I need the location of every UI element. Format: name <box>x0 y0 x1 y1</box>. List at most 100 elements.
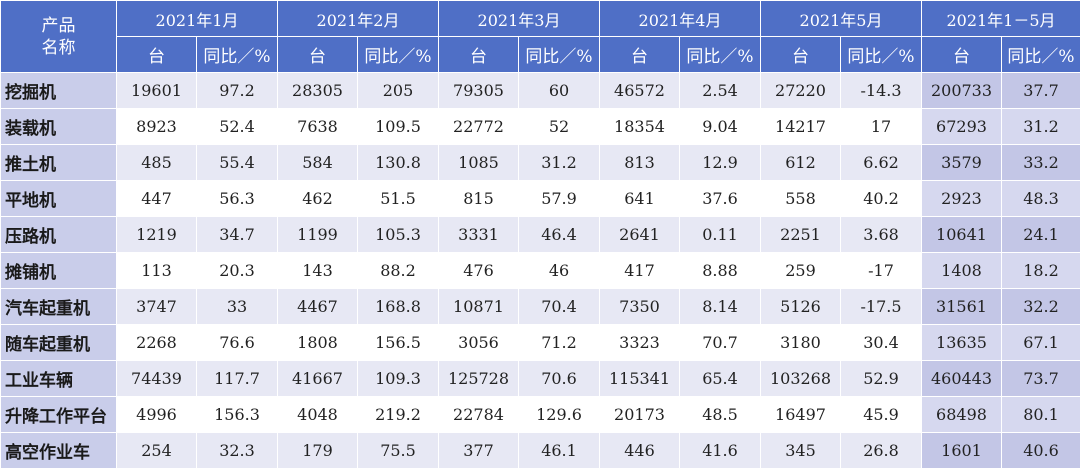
units-cell: 5126 <box>760 288 841 325</box>
units-cell: 2641 <box>599 216 680 253</box>
yoy-cell: 57.9 <box>518 180 600 217</box>
yoy-cell: 9.04 <box>679 108 761 145</box>
units-cell: 19601 <box>116 72 197 109</box>
yoy-cell: 73.7 <box>1001 360 1080 397</box>
yoy-cell: 30.4 <box>840 324 922 361</box>
product-name: 挖掘机 <box>0 72 117 109</box>
units-cell: 125728 <box>438 360 519 397</box>
yoy-cell: 40.2 <box>840 180 922 217</box>
units-cell: 460443 <box>921 360 1002 397</box>
product-name: 摊铺机 <box>0 252 117 289</box>
yoy-cell: 2.54 <box>679 72 761 109</box>
table-row: 随车起重机 2268 76.6 1808 156.5 3056 71.2 3323 70.7 31… <box>0 324 1080 361</box>
units-cell: 447 <box>116 180 197 217</box>
corner-line-2: 名称 <box>41 37 76 58</box>
product-name: 汽车起重机 <box>0 288 117 325</box>
units-cell: 74439 <box>116 360 197 397</box>
units-cell: 22784 <box>438 396 519 433</box>
yoy-cell: 17 <box>840 108 922 145</box>
units-cell: 10871 <box>438 288 519 325</box>
units-cell: 2251 <box>760 216 841 253</box>
yoy-cell: 37.7 <box>1001 72 1080 109</box>
units-cell: 345 <box>760 432 841 469</box>
table-row: 平地机 447 56.3 462 51.5 815 57.9 641 37.6 558 40.2 29… <box>0 180 1080 217</box>
yoy-cell: 52 <box>518 108 600 145</box>
units-cell: 3056 <box>438 324 519 361</box>
yoy-cell: 32.3 <box>196 432 278 469</box>
product-name: 工业车辆 <box>0 360 117 397</box>
units-cell: 641 <box>599 180 680 217</box>
units-header: 台 <box>921 36 1002 73</box>
yoy-cell: 45.9 <box>840 396 922 433</box>
yoy-cell: 88.2 <box>357 252 439 289</box>
units-cell: 1808 <box>277 324 358 361</box>
yoy-cell: 8.14 <box>679 288 761 325</box>
units-cell: 41667 <box>277 360 358 397</box>
units-cell: 476 <box>438 252 519 289</box>
yoy-cell: 32.2 <box>1001 288 1080 325</box>
yoy-cell: 8.88 <box>679 252 761 289</box>
yoy-cell: -17.5 <box>840 288 922 325</box>
units-cell: 115341 <box>599 360 680 397</box>
product-name: 平地机 <box>0 180 117 217</box>
yoy-cell: 55.4 <box>196 144 278 181</box>
yoy-cell: 24.1 <box>1001 216 1080 253</box>
yoy-cell: -14.3 <box>840 72 922 109</box>
yoy-cell: 70.4 <box>518 288 600 325</box>
table-row: 推土机 485 55.4 584 130.8 1085 31.2 813 12.9 612 6.62… <box>0 144 1080 181</box>
units-cell: 254 <box>116 432 197 469</box>
units-cell: 1199 <box>277 216 358 253</box>
units-cell: 2268 <box>116 324 197 361</box>
yoy-cell: 168.8 <box>357 288 439 325</box>
units-cell: 20173 <box>599 396 680 433</box>
yoy-cell: 18.2 <box>1001 252 1080 289</box>
yoy-cell: 156.5 <box>357 324 439 361</box>
product-name: 升降工作平台 <box>0 396 117 433</box>
units-cell: 4467 <box>277 288 358 325</box>
yoy-cell: 0.11 <box>679 216 761 253</box>
period-header: 2021年1月 <box>116 0 278 37</box>
yoy-cell: 130.8 <box>357 144 439 181</box>
units-cell: 2923 <box>921 180 1002 217</box>
units-header: 台 <box>438 36 519 73</box>
table-header: 产品 名称 2021年1月 2021年2月 2021年3月 2021年4月 20… <box>0 0 1080 73</box>
units-cell: 143 <box>277 252 358 289</box>
product-name: 压路机 <box>0 216 117 253</box>
units-cell: 28305 <box>277 72 358 109</box>
units-cell: 3180 <box>760 324 841 361</box>
yoy-cell: 52.9 <box>840 360 922 397</box>
units-cell: 79305 <box>438 72 519 109</box>
yoy-cell: 105.3 <box>357 216 439 253</box>
units-cell: 417 <box>599 252 680 289</box>
units-cell: 14217 <box>760 108 841 145</box>
units-cell: 3323 <box>599 324 680 361</box>
units-cell: 16497 <box>760 396 841 433</box>
yoy-header: 同比／% <box>357 36 439 73</box>
corner-line-1: 产品 <box>41 15 76 36</box>
units-cell: 815 <box>438 180 519 217</box>
period-header: 2021年3月 <box>438 0 600 37</box>
yoy-cell: 34.7 <box>196 216 278 253</box>
yoy-cell: 33 <box>196 288 278 325</box>
yoy-cell: 31.2 <box>1001 108 1080 145</box>
units-cell: 31561 <box>921 288 1002 325</box>
table-row: 升降工作平台 4996 156.3 4048 219.2 22784 129.6 20173 4… <box>0 396 1080 433</box>
units-cell: 103268 <box>760 360 841 397</box>
units-cell: 1408 <box>921 252 1002 289</box>
units-header: 台 <box>277 36 358 73</box>
yoy-header: 同比／% <box>840 36 922 73</box>
yoy-cell: 156.3 <box>196 396 278 433</box>
table-row: 汽车起重机 3747 33 4467 168.8 10871 70.4 7350 8.14 512… <box>0 288 1080 325</box>
yoy-cell: 117.7 <box>196 360 278 397</box>
units-cell: 18354 <box>599 108 680 145</box>
yoy-cell: 70.6 <box>518 360 600 397</box>
units-cell: 7350 <box>599 288 680 325</box>
yoy-cell: 60 <box>518 72 600 109</box>
table-row: 装载机 8923 52.4 7638 109.5 22772 52 18354 9.04 1421… <box>0 108 1080 145</box>
units-cell: 1601 <box>921 432 1002 469</box>
period-header: 2021年5月 <box>760 0 922 37</box>
yoy-cell: 205 <box>357 72 439 109</box>
yoy-cell: 20.3 <box>196 252 278 289</box>
table-body: 挖掘机 19601 97.2 28305 205 79305 60 46572 2.54 2722… <box>0 72 1080 469</box>
units-cell: 13635 <box>921 324 1002 361</box>
